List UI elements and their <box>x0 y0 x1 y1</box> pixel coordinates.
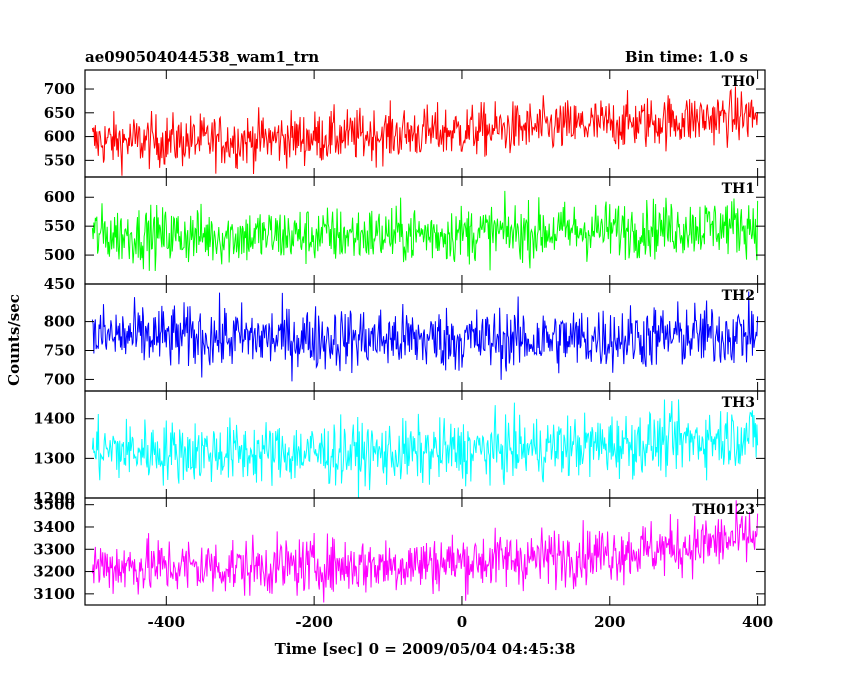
y-tick-label: 1200 <box>33 489 75 507</box>
y-tick-label: 500 <box>44 246 75 264</box>
x-tick-label: 400 <box>742 613 773 631</box>
series-th3-line <box>91 399 759 498</box>
y-tick-label: 450 <box>44 275 75 293</box>
chart-title: ae090504044538_wam1_trn <box>85 48 319 66</box>
y-tick-label: 650 <box>44 104 75 122</box>
y-tick-label: 3100 <box>33 585 75 603</box>
y-tick-label: 700 <box>44 80 75 98</box>
y-tick-label: 550 <box>44 217 75 235</box>
series-th2-line <box>91 291 759 382</box>
y-tick-label: 3300 <box>33 540 75 558</box>
panel-label: TH1 <box>722 181 755 197</box>
series-th0123-line <box>91 500 759 603</box>
y-tick-label: 3400 <box>33 518 75 536</box>
y-tick-label: 550 <box>44 151 75 169</box>
y-tick-label: 1400 <box>33 410 75 428</box>
y-tick-label: 600 <box>44 128 75 146</box>
series-th0-line <box>91 86 759 176</box>
y-tick-label: 600 <box>44 188 75 206</box>
panel-th0123: TH0123 3100 3200 3300 3400 3500 <box>33 496 766 606</box>
x-axis-label: Time [sec] 0 = 2009/05/04 04:45:38 <box>275 640 576 658</box>
panel-th0: TH0 550 600 650 700 <box>44 69 766 178</box>
panel-th1: TH1 450 500 550 600 <box>44 176 766 293</box>
y-tick-label: 3500 <box>33 496 75 514</box>
panel-th3: TH3 1200 1300 1400 <box>33 390 766 507</box>
panel-label: TH0 <box>722 74 756 90</box>
panels-group: TH0 550 600 650 700 TH1 450 500 550 600 TH2 700 750 8… <box>33 69 766 606</box>
y-axis-label: Counts/sec <box>5 294 23 386</box>
y-tick-label: 700 <box>44 370 75 388</box>
y-tick-label: 750 <box>44 342 75 360</box>
y-tick-label: 800 <box>44 313 75 331</box>
y-tick-label: 3200 <box>33 563 75 581</box>
bin-time-label: Bin time: 1.0 s <box>625 48 748 66</box>
x-tick-label: 200 <box>594 613 625 631</box>
x-axis: -400 -200 0 200 400 <box>148 613 774 631</box>
series-th1-line <box>91 190 759 272</box>
x-tick-label: -400 <box>148 613 186 631</box>
panel-th2: TH2 700 750 800 <box>44 283 766 392</box>
y-tick-label: 1300 <box>33 449 75 467</box>
panel-label: TH3 <box>722 395 755 411</box>
panel-label: TH0123 <box>692 502 755 518</box>
x-tick-label: 0 <box>457 613 467 631</box>
panel-label: TH2 <box>722 288 755 304</box>
panel-frame <box>84 497 766 606</box>
x-tick-label: -200 <box>295 613 333 631</box>
